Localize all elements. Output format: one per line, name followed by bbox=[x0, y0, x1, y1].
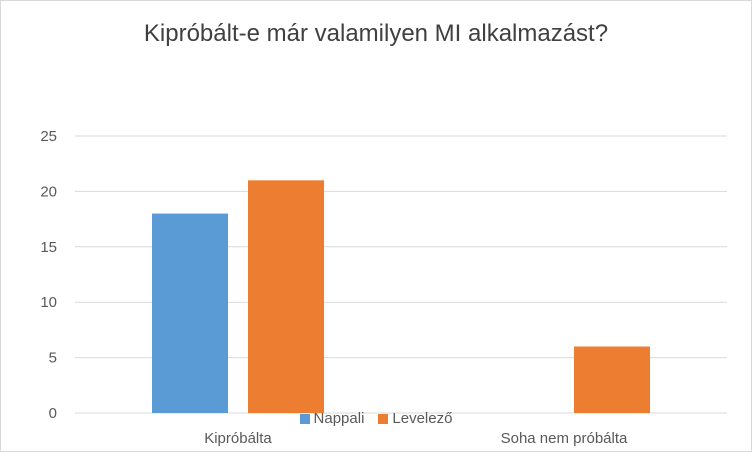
y-tick-label: 5 bbox=[49, 350, 57, 367]
bar-Levelező-Soha nem próbálta bbox=[574, 346, 650, 413]
y-tick-label: 20 bbox=[40, 183, 57, 200]
legend-label: Levelező bbox=[392, 410, 453, 427]
bars bbox=[152, 180, 650, 413]
legend: Nappali Levelező bbox=[0, 410, 752, 427]
x-category-label: Soha nem próbálta bbox=[501, 430, 628, 447]
legend-swatch bbox=[378, 413, 389, 424]
y-tick-label: 0 bbox=[49, 405, 57, 422]
x-category-label: Kipróbálta bbox=[204, 430, 272, 447]
legend-swatch bbox=[299, 413, 310, 424]
y-tick-label: 25 bbox=[40, 128, 57, 145]
bar-Levelező-Kipróbálta bbox=[248, 180, 324, 413]
x-axis-labels: Kipróbálta Soha nem próbálta bbox=[204, 430, 628, 447]
y-tick-label: 10 bbox=[40, 294, 57, 311]
legend-item: Nappali bbox=[299, 410, 365, 427]
legend-label: Nappali bbox=[313, 410, 365, 427]
bar-Nappali-Kipróbálta bbox=[152, 213, 228, 413]
chart-title: Kipróbált-e már valamilyen MI alkalmazás… bbox=[143, 20, 609, 47]
y-axis-ticks: 0 5 10 15 20 25 bbox=[40, 128, 57, 422]
y-tick-label: 15 bbox=[40, 239, 57, 256]
legend-item: Levelező bbox=[378, 410, 452, 427]
